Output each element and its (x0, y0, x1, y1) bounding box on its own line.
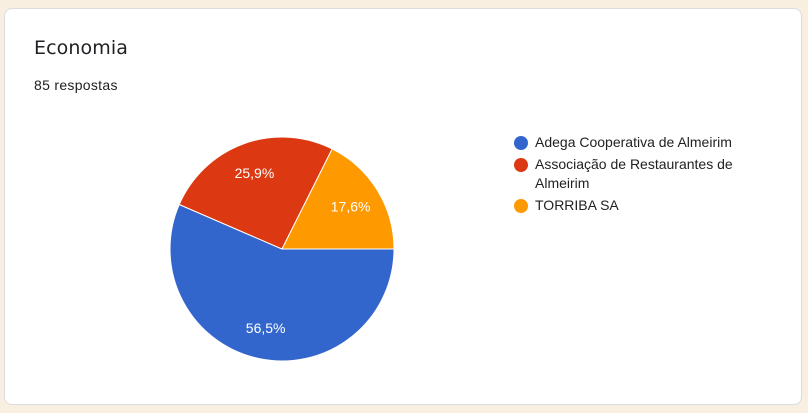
pie-slice[interactable] (281, 148, 395, 250)
slice-percent-label: 17,6% (331, 199, 371, 215)
legend-item[interactable]: Adega Cooperativa de Almeirim (510, 133, 770, 152)
legend-label: Associação de Restaurantes de Almeirim (535, 156, 733, 191)
question-title: Economia (34, 37, 128, 59)
pie-slice[interactable] (178, 136, 333, 250)
slice-percent-label: 56,5% (246, 320, 286, 336)
legend-label: TORRIBA SA (535, 197, 619, 213)
legend-item[interactable]: TORRIBA SA (510, 196, 770, 215)
question-summary-card: Economia 85 respostas (4, 8, 802, 405)
legend-item[interactable]: Associação de Restaurantes de Almeirim (510, 155, 770, 193)
legend-label: Adega Cooperativa de Almeirim (535, 134, 732, 150)
legend-swatch (514, 158, 528, 172)
legend-swatch (514, 199, 528, 213)
pie-slice[interactable] (169, 203, 395, 362)
slice-percent-label: 25,9% (235, 165, 275, 181)
legend-swatch (514, 136, 528, 150)
chart-legend: Adega Cooperativa de Almeirim Associação… (510, 133, 770, 218)
response-count: 85 respostas (34, 77, 118, 93)
